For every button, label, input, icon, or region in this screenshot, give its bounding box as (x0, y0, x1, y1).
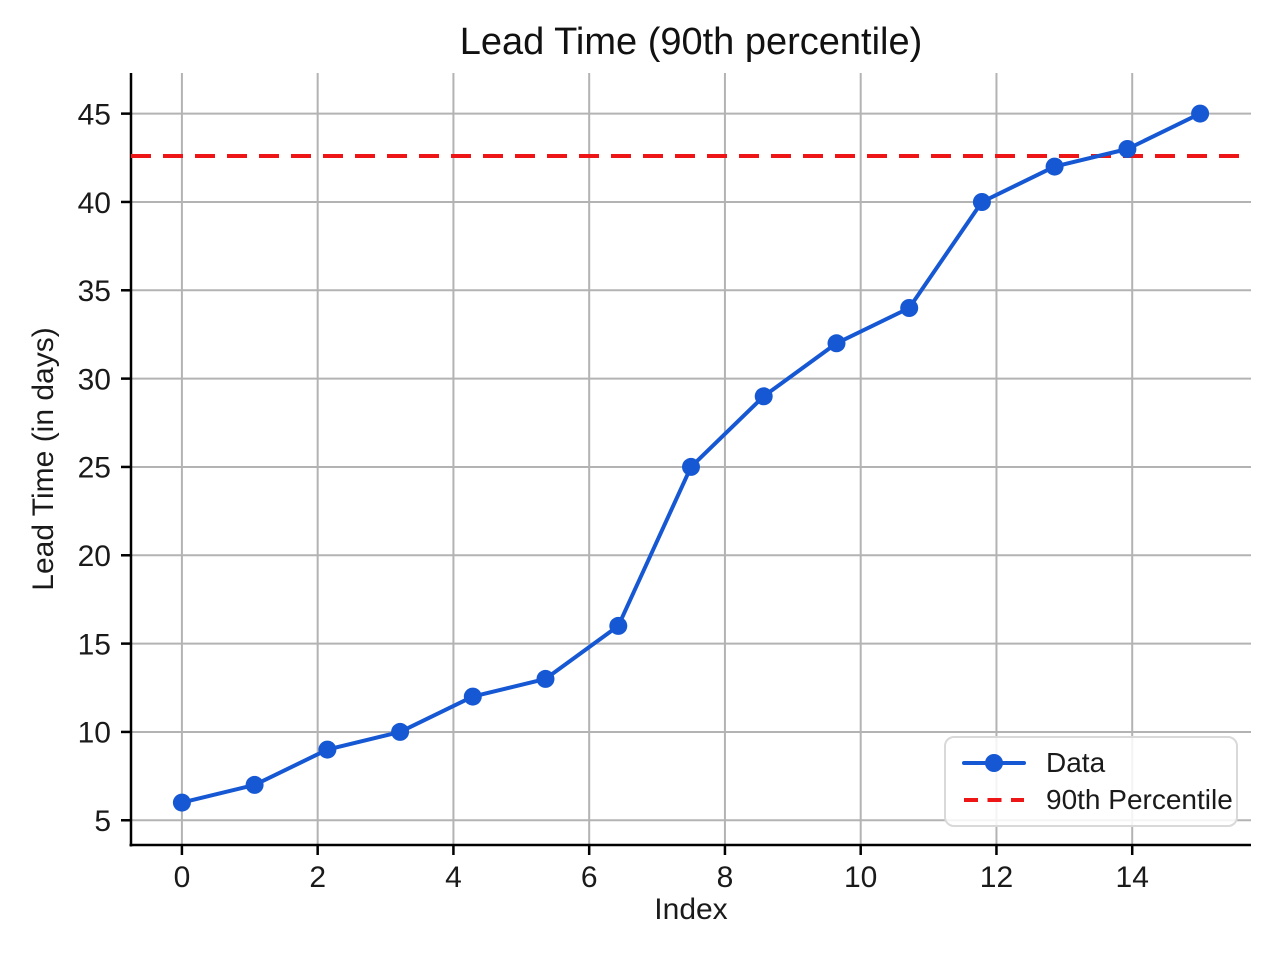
x-tick-label: 10 (844, 861, 877, 894)
x-tick-label: 14 (1116, 861, 1149, 894)
y-tick-label: 25 (78, 452, 111, 485)
data-point (245, 775, 264, 794)
data-point (391, 722, 410, 741)
data-point (972, 193, 991, 211)
y-tick-label: 40 (78, 187, 111, 220)
y-tick-label: 20 (78, 540, 111, 573)
data-point (754, 387, 773, 406)
y-tick-label: 10 (78, 717, 111, 750)
legend-label-percentile: 90th Percentile (1046, 784, 1233, 815)
y-tick-label: 15 (78, 628, 111, 661)
y-tick-label: 45 (78, 98, 111, 131)
chart-title: Lead Time (90th percentile) (459, 21, 923, 63)
data-point (1191, 104, 1210, 123)
data-point (1045, 157, 1064, 176)
y-tick-label: 5 (94, 805, 111, 838)
x-tick-label: 8 (717, 861, 734, 894)
data-point (1118, 140, 1137, 158)
x-tick-label: 2 (309, 861, 326, 894)
data-point (536, 669, 555, 688)
y-axis-label: Lead Time (in days) (27, 327, 60, 591)
data-point (463, 687, 482, 706)
data-point (172, 793, 191, 812)
legend-item-percentile: 90th Percentile (962, 784, 1233, 816)
x-axis-label: Index (654, 893, 728, 926)
legend-item-data: Data (962, 747, 1222, 779)
legend-data-line-marker-sample (962, 754, 1026, 772)
legend: Data 90th Percentile (944, 736, 1238, 827)
y-tick-label: 35 (78, 275, 111, 308)
y-tick-label: 30 (78, 363, 111, 396)
data-point (318, 740, 337, 759)
x-tick-label: 0 (174, 861, 191, 894)
data-point (682, 457, 700, 476)
x-tick-label: 6 (581, 861, 598, 894)
x-tick-label: 4 (445, 861, 462, 894)
data-point (900, 299, 919, 317)
data-point (609, 616, 628, 635)
legend-percentile-dashed-sample (964, 798, 1024, 802)
x-tick-label: 12 (980, 861, 1013, 894)
data-point (827, 334, 846, 353)
legend-label-data: Data (1046, 747, 1106, 778)
